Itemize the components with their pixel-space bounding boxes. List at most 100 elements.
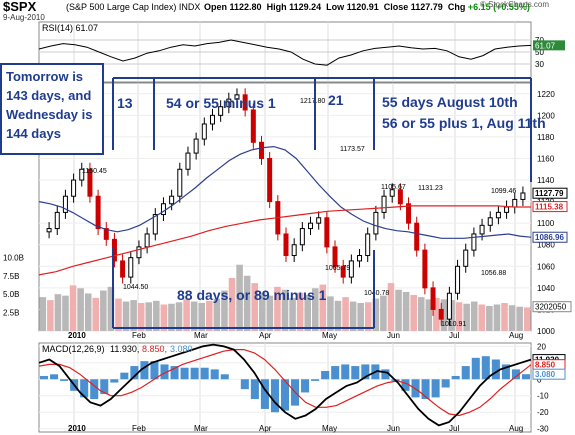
volume-bar	[289, 297, 296, 331]
candle-body	[495, 211, 501, 219]
volume-bar	[115, 298, 122, 331]
close-value: 1127.79	[410, 2, 443, 12]
candle-body	[62, 195, 68, 213]
candle-body	[438, 308, 444, 320]
macd-histogram-bar	[341, 364, 350, 380]
ma-long-line	[38, 205, 531, 276]
candle-body	[71, 179, 77, 197]
candle-body	[357, 255, 363, 262]
volume-bar	[455, 302, 463, 331]
chart-date: 9-Aug-2010	[3, 13, 45, 22]
price-last-badge	[532, 231, 568, 243]
macd-histogram-bar	[401, 379, 410, 391]
low-label: Low	[326, 2, 345, 12]
price-point-label: 1044.50	[123, 284, 148, 291]
x-tick-label-macd: Feb	[132, 424, 146, 433]
volume-bar	[54, 294, 62, 331]
macd-histogram-bar	[210, 369, 219, 380]
candle-body	[406, 203, 412, 224]
candle-body	[520, 192, 526, 200]
candle-body	[226, 98, 232, 108]
volume-tick-label: 2.5B	[3, 309, 19, 318]
axis-labels: 2010 2010 Feb Feb Mar Mar Apr Apr May May Jun Jun Ju…	[3, 23, 572, 434]
candle-body	[258, 141, 264, 159]
close-label: Close	[383, 2, 409, 12]
volume-bar	[213, 298, 221, 331]
candle-body	[267, 157, 273, 203]
macd-title: MACD(12,26,9)	[42, 344, 105, 354]
candle-body	[512, 198, 518, 208]
volume-bar	[402, 291, 410, 331]
volume-bar	[508, 305, 516, 331]
macd-histogram-bar	[311, 379, 320, 381]
candle-body	[348, 260, 354, 278]
price-tick-label: 1180	[537, 133, 555, 142]
volume-bar	[243, 275, 251, 331]
macd-histogram-bar	[321, 371, 330, 380]
price-last-label: 1086.96	[535, 233, 564, 242]
volume-bar	[470, 301, 478, 331]
macd-last-label: 3.080	[535, 370, 556, 379]
volume-tick-label: 7.5B	[3, 272, 19, 281]
volume-bar	[221, 290, 228, 331]
price-point-label: 1099.46	[491, 188, 516, 195]
macd-histogram-bar	[120, 372, 129, 380]
macd-last-badge	[532, 368, 566, 380]
candle-body	[504, 206, 510, 213]
annotation-54: 54 or 55 minus 1	[166, 95, 276, 111]
price-tick-label: 1040	[537, 284, 555, 293]
macd-tick-label: -20	[537, 408, 549, 417]
macd-histogram-bar	[130, 366, 139, 380]
volume-bar	[296, 292, 304, 331]
macd-histogram-bar	[180, 367, 189, 380]
candle-body	[136, 246, 142, 259]
tomorrow-note-box: Tomorrow is 143 days, and Wednesday is 1…	[0, 63, 104, 155]
volume-bar	[175, 302, 183, 331]
price-point-label: 1105.67	[381, 184, 406, 191]
x-tick-label-macd: Aug	[509, 424, 523, 433]
candle-body	[324, 217, 330, 248]
macd-histogram-bar	[441, 379, 450, 388]
volume-bar	[372, 298, 380, 331]
macd-histogram-bar	[331, 366, 340, 380]
price-candles	[46, 88, 526, 326]
volume-bar	[417, 297, 425, 331]
x-tick-label: Jul	[449, 331, 459, 340]
macd-histogram-bar	[280, 379, 290, 411]
macd-histogram-bar	[381, 369, 390, 380]
candle-body	[365, 233, 371, 257]
macd-histogram-bar	[501, 364, 510, 380]
macd-signal-label: 8.850,	[142, 344, 167, 354]
open-value: 1122.80	[229, 2, 262, 12]
ma-short-line	[38, 145, 532, 239]
macd-histogram-bar	[240, 379, 249, 390]
volume-tick-label: 5.0B	[3, 290, 19, 299]
volume-bar	[228, 277, 236, 331]
volume-bar	[478, 304, 486, 331]
volume-bar	[342, 297, 349, 331]
annotation-21: 21	[328, 92, 344, 108]
macd-histogram-bar	[200, 367, 209, 380]
candle-body	[177, 168, 183, 197]
price-tick-label: 1100	[537, 219, 555, 228]
volume-bar	[206, 300, 213, 331]
macd-histogram-bar	[160, 364, 169, 380]
volume-bar	[145, 302, 153, 331]
high-value: 1129.24	[289, 2, 322, 12]
candle-body	[446, 292, 452, 320]
candle-body	[185, 152, 191, 170]
candle-body	[242, 94, 248, 111]
candle-body	[479, 224, 485, 235]
open-label: Open	[204, 2, 228, 12]
price-tick-label: 1160	[537, 154, 555, 163]
price-point-label: 1010.91	[441, 321, 466, 328]
x-tick-label-macd: Jun	[387, 424, 400, 433]
exchange-label: INDX	[178, 2, 201, 12]
rsi-series-line	[38, 39, 532, 66]
ohlc-readout: Open 1122.80 High 1129.24 Low 1120.91 Cl…	[204, 2, 530, 12]
macd-histogram-bar	[301, 379, 310, 393]
candle-body	[430, 287, 436, 310]
volume-bar	[266, 295, 274, 331]
x-tick-label: Aug	[509, 331, 523, 340]
volume-bar	[440, 299, 448, 331]
